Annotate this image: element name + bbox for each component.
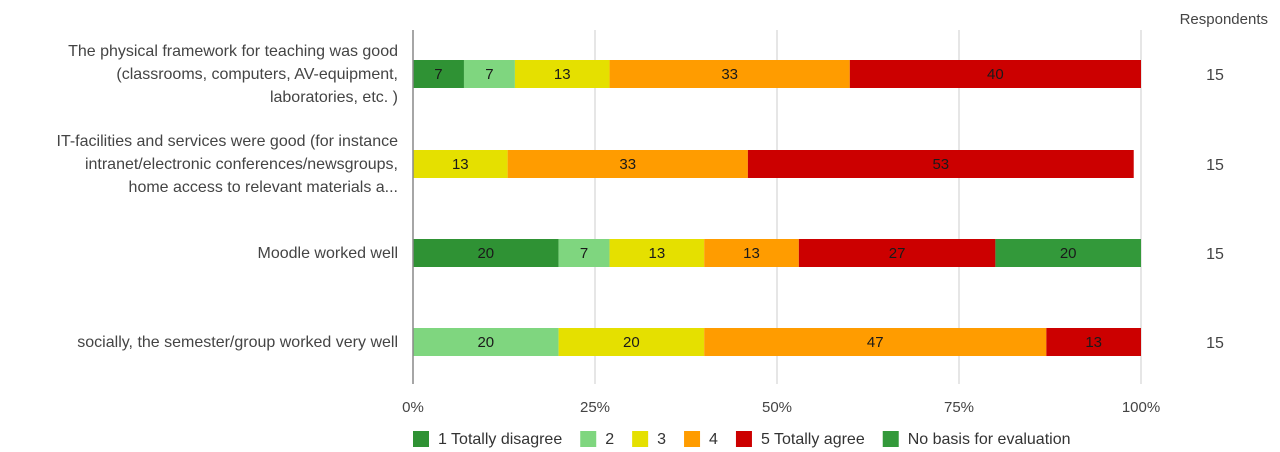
category-label: (classrooms, computers, AV-equipment, <box>116 66 398 83</box>
category-labels: The physical framework for teaching was … <box>57 43 399 351</box>
category-label: IT-facilities and services were good (fo… <box>57 133 399 150</box>
respondent-counts: 15 15 15 15 <box>1206 67 1224 352</box>
legend-label: 5 Totally agree <box>761 431 865 448</box>
legend-swatch <box>413 431 429 447</box>
bar-segment <box>995 239 1141 267</box>
bar-segment <box>609 239 705 267</box>
bar-value-label: 20 <box>477 334 494 351</box>
bar-value-label: 7 <box>580 245 588 262</box>
bar-value-label: 20 <box>1060 245 1077 262</box>
bar-segment <box>507 150 748 178</box>
bar-segment <box>413 239 559 267</box>
bar-value-label: 20 <box>623 334 640 351</box>
x-tick-label: 0% <box>402 399 424 416</box>
bar-value-label: 53 <box>932 156 949 173</box>
respondent-count: 15 <box>1206 335 1224 352</box>
respondent-count: 15 <box>1206 67 1224 84</box>
bar-segment <box>558 239 610 267</box>
x-tick-label: 50% <box>762 399 792 416</box>
category-label: socially, the semester/group worked very… <box>77 334 398 351</box>
legend-swatch <box>684 431 701 447</box>
bar-value-label: 33 <box>619 156 636 173</box>
bar-segment <box>413 60 464 88</box>
category-label: Moodle worked well <box>257 245 398 262</box>
bar-segment <box>463 60 515 88</box>
bar-segment <box>558 328 705 356</box>
legend-swatch <box>882 431 899 447</box>
bar-value-label: 33 <box>721 66 738 83</box>
legend-label: 1 Totally disagree <box>438 431 562 448</box>
legend-swatch <box>580 431 597 447</box>
bar-segment <box>798 239 996 267</box>
legend-swatch <box>632 431 649 447</box>
bar-value-label: 13 <box>554 66 571 83</box>
bar-segment <box>413 328 559 356</box>
bar-value-label: 27 <box>889 245 906 262</box>
bar-segment <box>1046 328 1141 356</box>
respondent-count: 15 <box>1206 246 1224 263</box>
legend-label: No basis for evaluation <box>908 431 1071 448</box>
legend-label: 4 <box>709 431 718 448</box>
category-label: The physical framework for teaching was … <box>68 43 398 60</box>
legend-label: 3 <box>657 431 666 448</box>
category-label: laboratories, etc. ) <box>270 89 398 106</box>
bar-value-label: 47 <box>867 334 884 351</box>
bar-segment <box>609 60 850 88</box>
legend-swatch <box>735 431 752 447</box>
bar-segment <box>704 328 1047 356</box>
category-label: intranet/electronic conferences/newsgrou… <box>85 156 398 173</box>
bar-segment <box>849 60 1141 88</box>
legend-label: 2 <box>605 431 614 448</box>
bar-segment <box>704 239 799 267</box>
bar-value-label: 13 <box>743 245 760 262</box>
bar-segments: 7 7 13 33 40 13 33 53 20 7 13 13 27 20 20 20 47 13 <box>413 60 1141 356</box>
bar-value-label: 7 <box>485 66 493 83</box>
bar-value-label: 13 <box>649 245 666 262</box>
x-tick-label: 75% <box>944 399 974 416</box>
bar-segment <box>747 150 1134 178</box>
bar-value-label: 13 <box>1085 334 1102 351</box>
category-label: home access to relevant materials a... <box>129 179 398 196</box>
respondent-count: 15 <box>1206 157 1224 174</box>
respondents-header: Respondents <box>1180 11 1268 28</box>
x-tick-labels: 0% 25% 50% 75% 100% <box>402 399 1160 416</box>
bar-value-label: 7 <box>434 66 442 83</box>
x-tick-label: 100% <box>1122 399 1160 416</box>
legend: 1 Totally disagree 2 3 4 5 Totally agree No b… <box>413 431 1071 448</box>
bar-value-label: 13 <box>452 156 469 173</box>
bar-value-label: 40 <box>987 66 1004 83</box>
bar-segment <box>413 150 508 178</box>
bar-segment <box>514 60 610 88</box>
x-tick-label: 25% <box>580 399 610 416</box>
bar-value-label: 20 <box>477 245 494 262</box>
